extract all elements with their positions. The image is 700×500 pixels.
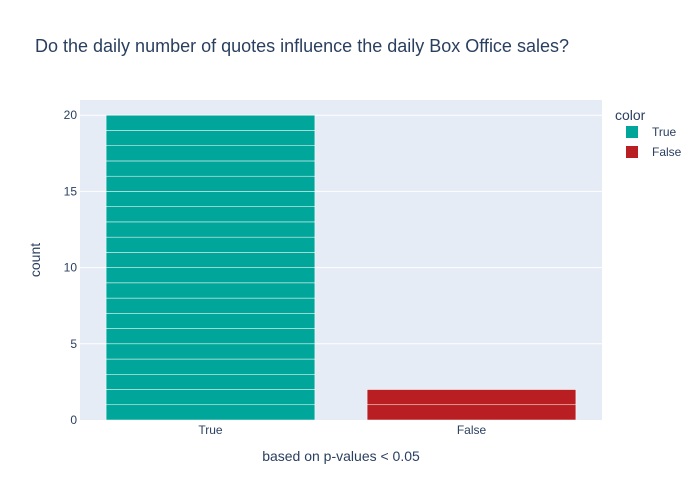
bar-segment-true[interactable] — [105, 404, 316, 421]
legend-title: color — [615, 107, 646, 123]
bar-segment-true[interactable] — [105, 252, 316, 268]
y-axis-label: count — [27, 243, 43, 277]
bar-segment-true[interactable] — [105, 160, 316, 177]
bar-segment-true[interactable] — [105, 236, 316, 253]
bar-segment-true[interactable] — [105, 358, 316, 375]
bar-segment-true[interactable] — [105, 374, 316, 390]
legend-label[interactable]: True — [652, 125, 677, 139]
y-tick-label: 20 — [64, 108, 78, 122]
bars — [105, 114, 577, 421]
bar-segment-true[interactable] — [105, 328, 316, 345]
bar-segment-false[interactable] — [366, 404, 577, 421]
bar-segment-false[interactable] — [366, 389, 577, 406]
y-tick-label: 10 — [64, 261, 78, 275]
bar-segment-true[interactable] — [105, 297, 316, 314]
x-axis-label: based on p-values < 0.05 — [262, 448, 420, 464]
bar-segment-true[interactable] — [105, 267, 316, 284]
bar-segment-true[interactable] — [105, 282, 316, 299]
bar-segment-true[interactable] — [105, 313, 316, 329]
x-tick-label: False — [457, 423, 487, 437]
bar-segment-true[interactable] — [105, 343, 316, 360]
bar-segment-true[interactable] — [105, 389, 316, 406]
bar-segment-true[interactable] — [105, 221, 316, 238]
y-tick-label: 0 — [70, 413, 77, 427]
legend-swatch-true[interactable] — [626, 126, 638, 138]
bar-segment-true[interactable] — [105, 114, 316, 131]
legend-label[interactable]: False — [652, 145, 682, 159]
legend-swatch-false[interactable] — [626, 146, 638, 158]
y-tick-label: 5 — [70, 337, 77, 351]
bar-segment-true[interactable] — [105, 206, 316, 223]
bar-segment-true[interactable] — [105, 175, 316, 192]
bar-segment-true[interactable] — [105, 145, 316, 162]
bar-segment-true[interactable] — [105, 191, 316, 207]
y-tick-label: 15 — [64, 184, 78, 198]
legend: color True False — [615, 107, 682, 159]
x-tick-label: True — [198, 423, 223, 437]
bar-segment-true[interactable] — [105, 130, 316, 146]
chart-title: Do the daily number of quotes influence … — [35, 36, 569, 56]
x-axis-ticks: True False — [198, 423, 486, 437]
y-axis-ticks: 0 5 10 15 20 — [64, 108, 78, 427]
